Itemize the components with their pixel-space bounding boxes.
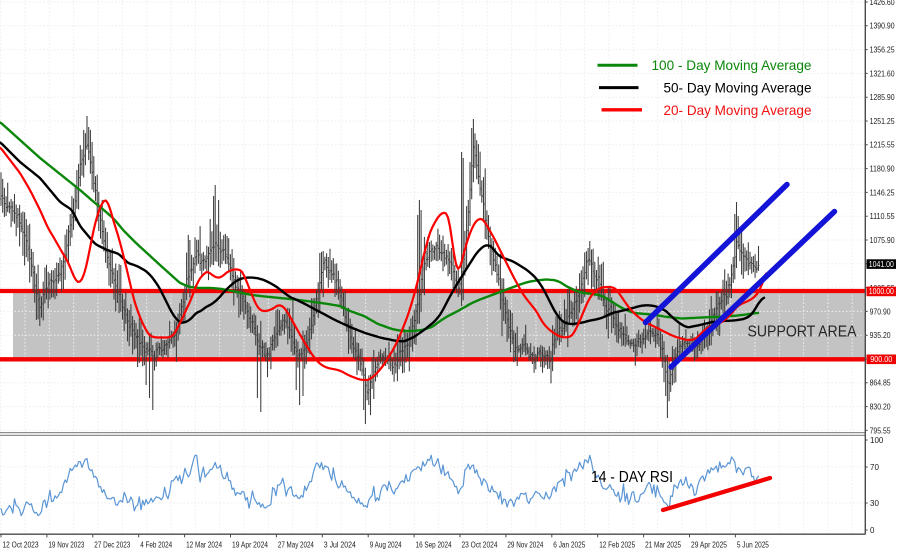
svg-text:100: 100 bbox=[870, 436, 884, 445]
svg-text:14 - DAY RSI: 14 - DAY RSI bbox=[591, 469, 673, 486]
svg-text:12 Feb 2025: 12 Feb 2025 bbox=[599, 540, 635, 549]
svg-text:4 Feb 2024: 4 Feb 2024 bbox=[140, 540, 172, 549]
svg-text:1390.90: 1390.90 bbox=[870, 22, 895, 31]
svg-text:29 Nov 2024: 29 Nov 2024 bbox=[507, 540, 543, 549]
svg-text:70: 70 bbox=[870, 463, 879, 472]
svg-text:50- Day Moving Average: 50- Day Moving Average bbox=[664, 80, 812, 96]
svg-text:830.20: 830.20 bbox=[870, 403, 891, 412]
svg-text:5 Jun 2025: 5 Jun 2025 bbox=[737, 540, 769, 549]
svg-text:1075.90: 1075.90 bbox=[870, 236, 895, 245]
svg-text:795.55: 795.55 bbox=[870, 426, 891, 435]
svg-text:30: 30 bbox=[870, 499, 879, 508]
svg-text:1356.25: 1356.25 bbox=[870, 46, 895, 55]
svg-text:27 Dec 2023: 27 Dec 2023 bbox=[94, 540, 130, 549]
svg-text:1110.55: 1110.55 bbox=[870, 212, 895, 221]
svg-text:0: 0 bbox=[870, 526, 875, 535]
svg-text:1251.25: 1251.25 bbox=[870, 117, 895, 126]
svg-text:12 Mar 2024: 12 Mar 2024 bbox=[186, 540, 222, 549]
svg-text:19 Apr 2024: 19 Apr 2024 bbox=[232, 540, 268, 549]
svg-text:1215.55: 1215.55 bbox=[870, 141, 895, 150]
svg-text:16 Sep 2024: 16 Sep 2024 bbox=[416, 540, 452, 549]
svg-text:1321.60: 1321.60 bbox=[870, 69, 895, 78]
svg-text:23 Oct 2024: 23 Oct 2024 bbox=[462, 540, 498, 549]
svg-text:19 Nov 2023: 19 Nov 2023 bbox=[48, 540, 84, 549]
svg-text:3 Jul 2024: 3 Jul 2024 bbox=[324, 540, 356, 549]
svg-text:29 Apr 2025: 29 Apr 2025 bbox=[691, 540, 727, 549]
svg-text:1000.00: 1000.00 bbox=[869, 287, 894, 296]
svg-text:1041.00: 1041.00 bbox=[869, 260, 894, 269]
svg-text:SUPPORT AREA: SUPPORT AREA bbox=[748, 324, 857, 341]
svg-text:1426.60: 1426.60 bbox=[870, 0, 895, 7]
svg-text:864.85: 864.85 bbox=[870, 379, 891, 388]
svg-text:27 May 2024: 27 May 2024 bbox=[278, 540, 314, 549]
svg-text:20- Day Moving Average: 20- Day Moving Average bbox=[664, 102, 812, 118]
svg-text:970.90: 970.90 bbox=[870, 307, 891, 316]
svg-text:21 Mar 2025: 21 Mar 2025 bbox=[645, 540, 681, 549]
svg-text:1146.25: 1146.25 bbox=[870, 188, 895, 197]
svg-text:1180.90: 1180.90 bbox=[870, 165, 895, 174]
svg-text:1285.90: 1285.90 bbox=[870, 93, 895, 102]
svg-text:100 - Day Moving Average: 100 - Day Moving Average bbox=[652, 57, 812, 73]
svg-text:6 Jan 2025: 6 Jan 2025 bbox=[553, 540, 585, 549]
svg-text:900.00: 900.00 bbox=[870, 355, 892, 364]
svg-text:935.20: 935.20 bbox=[870, 331, 891, 340]
svg-text:9 Aug 2024: 9 Aug 2024 bbox=[370, 540, 402, 549]
svg-text:12 Oct 2023: 12 Oct 2023 bbox=[3, 540, 39, 549]
